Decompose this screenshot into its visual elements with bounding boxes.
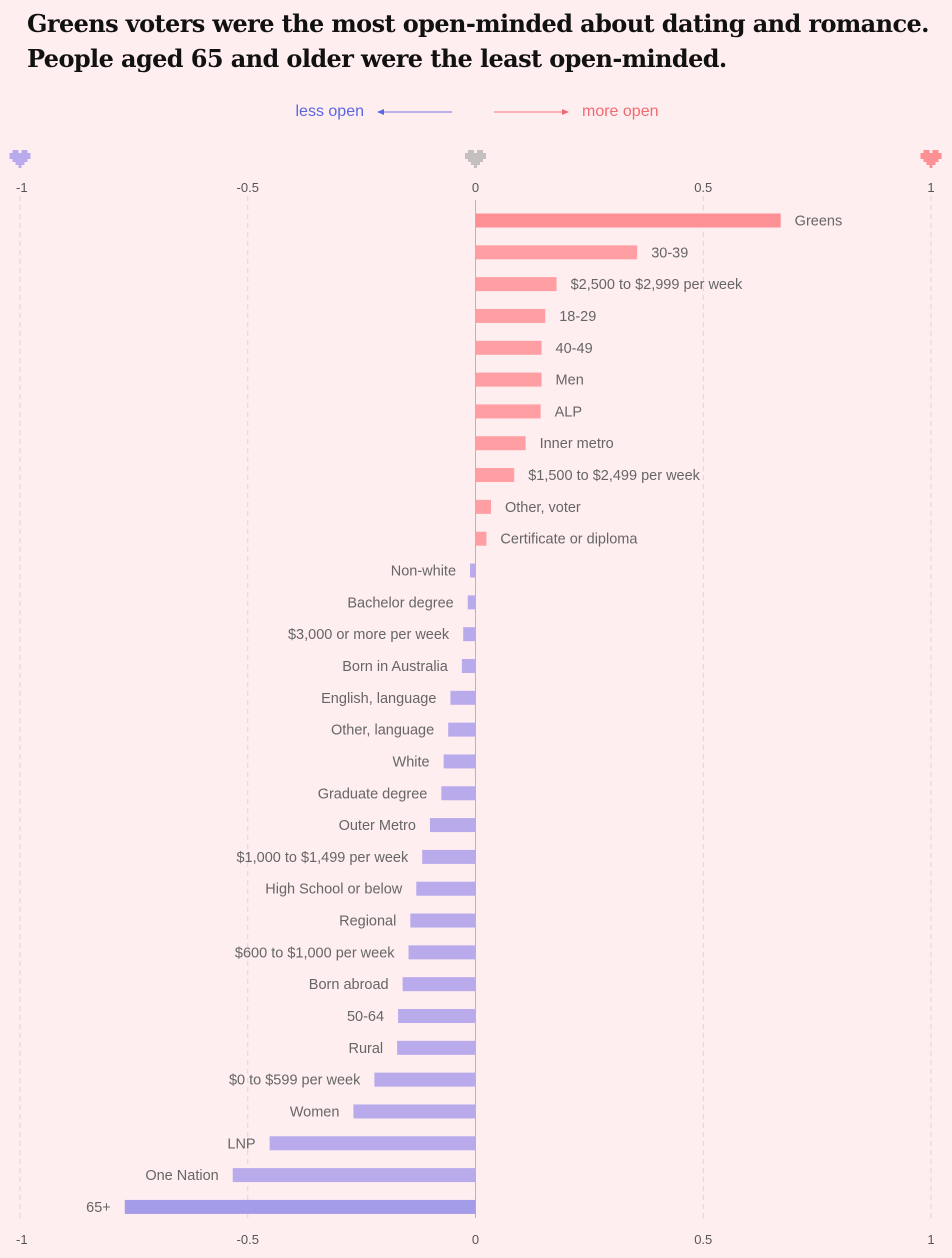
bar [269,1136,476,1151]
bar-labels: Greens 30-39 $2,500 to $2,999 per week 18-2… [86,214,842,1216]
more-open-arrow-head [562,109,569,115]
heart-icon-neutral [465,150,486,168]
bar-label: $600 to $1,000 per week [235,945,395,961]
bar [475,340,542,355]
bar-label: Women [290,1104,340,1120]
bar-label: Born abroad [309,977,389,993]
bar-label: Graduate degree [318,786,428,802]
heart-icon-positive [920,150,942,168]
bar-label: Bachelor degree [347,595,453,611]
bar-label: LNP [227,1136,255,1152]
bar-label: White [393,754,430,770]
bar-label: Non-white [391,564,456,580]
bottom-tick-label: -1 [16,1232,28,1247]
top-axis: -1 -0.5 0 0.5 1 [16,180,935,195]
bars [124,213,781,1214]
less-open-label: less open [296,103,365,120]
bar [441,786,476,801]
heart-shape [920,150,942,168]
bar [475,372,542,387]
bottom-axis: -1 -0.5 0 0.5 1 [16,1232,935,1247]
bar-label: Certificate or diploma [500,532,638,548]
bar-label: $3,000 or more per week [288,627,450,643]
bar-label: 40-49 [556,341,593,357]
bar [402,977,476,992]
more-open-label: more open [582,103,659,120]
bar [124,1199,476,1214]
bar [475,436,526,451]
bar [463,627,476,642]
bar-label: Inner metro [540,436,614,452]
bar [232,1168,476,1183]
bar-label: 18-29 [559,309,596,325]
bar-label: $1,000 to $1,499 per week [236,850,408,866]
heart-icon-negative [9,150,31,168]
bar-label: Regional [339,914,396,930]
bar [475,277,557,292]
bar-label: English, language [321,691,436,707]
bar-label: $0 to $599 per week [229,1073,361,1089]
bar [353,1104,476,1119]
bar-label: 65+ [86,1200,111,1216]
bar [422,849,476,864]
bar-label: Rural [348,1041,383,1057]
bar [475,468,515,483]
bar [475,499,491,514]
bar-label: Men [556,373,584,389]
bar [374,1072,476,1087]
bottom-tick-label: 1 [927,1232,934,1247]
bar [408,945,476,960]
top-tick-label: -1 [16,180,28,195]
bottom-tick-label: 0 [472,1232,479,1247]
bar-label: 30-39 [651,245,688,261]
chart-title: Greens voters were the most open-minded … [27,9,930,73]
bar-label: Born in Australia [342,659,449,675]
bar [443,754,476,769]
bottom-tick-label: -0.5 [237,1232,259,1247]
bar-label: Other, language [331,723,434,739]
bar-label: $2,500 to $2,999 per week [571,277,743,293]
bar-label: Outer Metro [339,818,416,834]
bar [429,818,476,833]
bar-label: Greens [795,214,843,230]
bar-label: Other, voter [505,500,581,516]
bar-label: $1,500 to $2,499 per week [528,468,700,484]
bar [467,595,476,610]
bar [475,531,487,546]
bar [448,722,476,737]
top-tick-label: 0 [472,180,479,195]
bar [475,213,781,228]
bar [461,658,476,673]
bar-label: ALP [555,404,582,420]
bar-label: 50-64 [347,1009,384,1025]
top-tick-label: 0.5 [694,180,712,195]
bottom-tick-label: 0.5 [694,1232,712,1247]
bar [475,404,541,419]
heart-shape [465,150,486,168]
less-open-arrow-head [377,109,384,115]
bar-label: High School or below [265,882,403,898]
bar [398,1009,476,1023]
heart-shape [9,150,31,168]
bar [475,308,546,323]
bar [410,913,476,928]
bar [450,690,476,705]
hearts [9,150,942,168]
bar [397,1040,476,1055]
direction-legend: less open more open [296,103,659,120]
bar [470,563,476,578]
top-tick-label: 1 [927,180,934,195]
bar-label: One Nation [145,1168,218,1184]
bar [416,881,476,896]
bar [475,245,638,260]
top-tick-label: -0.5 [237,180,259,195]
